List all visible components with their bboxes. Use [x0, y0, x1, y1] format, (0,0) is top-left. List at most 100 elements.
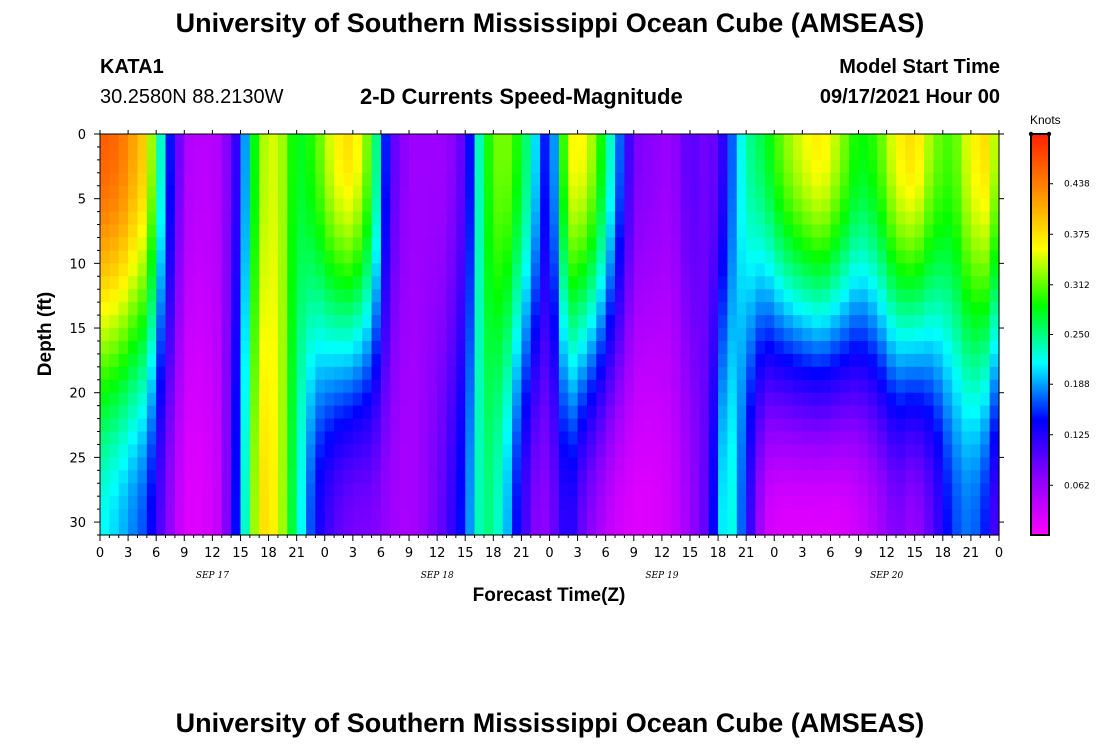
heatmap-cell [362, 379, 373, 394]
heatmap-cell [146, 509, 157, 523]
heatmap-cell [446, 483, 457, 497]
heatmap-cell [802, 418, 813, 433]
heatmap-cell [156, 224, 167, 239]
heatmap-cell [474, 457, 485, 471]
heatmap-cell [811, 146, 822, 161]
x-tick-label: 0 [545, 546, 553, 561]
heatmap-cell [774, 340, 785, 355]
heatmap-cell [334, 379, 345, 394]
heatmap-cell [671, 263, 682, 277]
heatmap-cell [530, 146, 541, 161]
heatmap-cell [643, 405, 654, 420]
heatmap-cell [334, 522, 345, 536]
heatmap-cell [727, 289, 738, 303]
heatmap-cell [802, 353, 813, 368]
heatmap-cell [240, 237, 251, 252]
heatmap-cell [839, 509, 850, 523]
heatmap-cell [652, 405, 663, 420]
heatmap-cell [212, 444, 223, 458]
heatmap-cell [605, 276, 616, 290]
heatmap-cell [137, 431, 148, 446]
heatmap-cell [577, 418, 588, 433]
heatmap-cell [455, 328, 466, 342]
heatmap-cell [933, 328, 944, 342]
heatmap-cell [100, 159, 110, 174]
heatmap-cell [586, 328, 597, 342]
heatmap-cell [296, 185, 307, 200]
heatmap-cell [830, 159, 841, 174]
heatmap-cell [970, 146, 981, 161]
heatmap-cell [605, 315, 616, 329]
heatmap-cell [615, 172, 626, 187]
heatmap-cell [605, 328, 616, 342]
heatmap-cell [671, 366, 682, 381]
heatmap-cell [755, 470, 766, 484]
heatmap-cell [671, 237, 682, 252]
heatmap-cell [109, 289, 120, 303]
heatmap-cell [399, 470, 410, 484]
heatmap-cell [849, 522, 860, 536]
heatmap-cell [877, 496, 888, 510]
heatmap-cell [540, 263, 551, 277]
heatmap-cell [380, 470, 391, 484]
heatmap-cell [558, 185, 569, 200]
heatmap-cell [483, 198, 494, 213]
heatmap-cell [109, 418, 120, 433]
heatmap-cell [942, 379, 953, 394]
heatmap-cell [502, 379, 513, 394]
heatmap-cell [746, 289, 757, 303]
heatmap-cell [165, 224, 176, 239]
heatmap-cell [661, 302, 672, 316]
heatmap-cell [802, 134, 813, 148]
heatmap-cell [718, 315, 729, 329]
heatmap-cell [886, 522, 897, 536]
heatmap-cell [839, 302, 850, 316]
heatmap-cell [352, 198, 363, 213]
heatmap-cell [390, 250, 401, 264]
heatmap-cell [924, 289, 935, 303]
heatmap-cell [671, 340, 682, 355]
heatmap-cell [465, 509, 476, 523]
heatmap-cell [184, 302, 195, 316]
heatmap-cell [306, 405, 316, 420]
heatmap-cell [586, 263, 597, 277]
heatmap-cell [324, 509, 335, 523]
heatmap-cell [334, 211, 345, 226]
heatmap-cell [380, 276, 391, 290]
heatmap-cell [586, 405, 597, 420]
heatmap-cell [184, 522, 195, 536]
heatmap-cell [362, 392, 373, 407]
heatmap-cell [970, 379, 981, 394]
heatmap-cell [474, 328, 485, 342]
heatmap-cell [446, 134, 457, 148]
heatmap-cell [624, 263, 635, 277]
heatmap-cell [324, 198, 335, 213]
heatmap-cell [221, 405, 232, 420]
heatmap-cell [821, 289, 832, 303]
heatmap-cell [924, 315, 935, 329]
heatmap-cell [933, 366, 944, 381]
heatmap-cell [558, 134, 569, 148]
heatmap-cell [661, 250, 672, 264]
heatmap-cell [128, 250, 139, 264]
heatmap-cell [661, 134, 672, 148]
heatmap-cell [380, 392, 391, 407]
heatmap-cell [764, 302, 775, 316]
heatmap-cell [390, 392, 401, 407]
heatmap-cell [249, 379, 260, 394]
x-tick-label: 9 [630, 546, 638, 561]
heatmap-cell [924, 185, 935, 200]
heatmap-cell [933, 185, 944, 200]
heatmap-cell [146, 198, 157, 213]
heatmap-cell [708, 353, 719, 368]
heatmap-cell [980, 366, 991, 381]
heatmap-cell [755, 263, 766, 277]
heatmap-cell [989, 405, 1000, 420]
heatmap-cell [249, 328, 260, 342]
colorbar-tick-label: 0.375 [1064, 230, 1090, 240]
heatmap-cell [586, 146, 597, 161]
heatmap-cell [343, 457, 354, 471]
heatmap-cell [661, 185, 672, 200]
heatmap-cell [184, 470, 195, 484]
heatmap-cell [858, 172, 869, 187]
